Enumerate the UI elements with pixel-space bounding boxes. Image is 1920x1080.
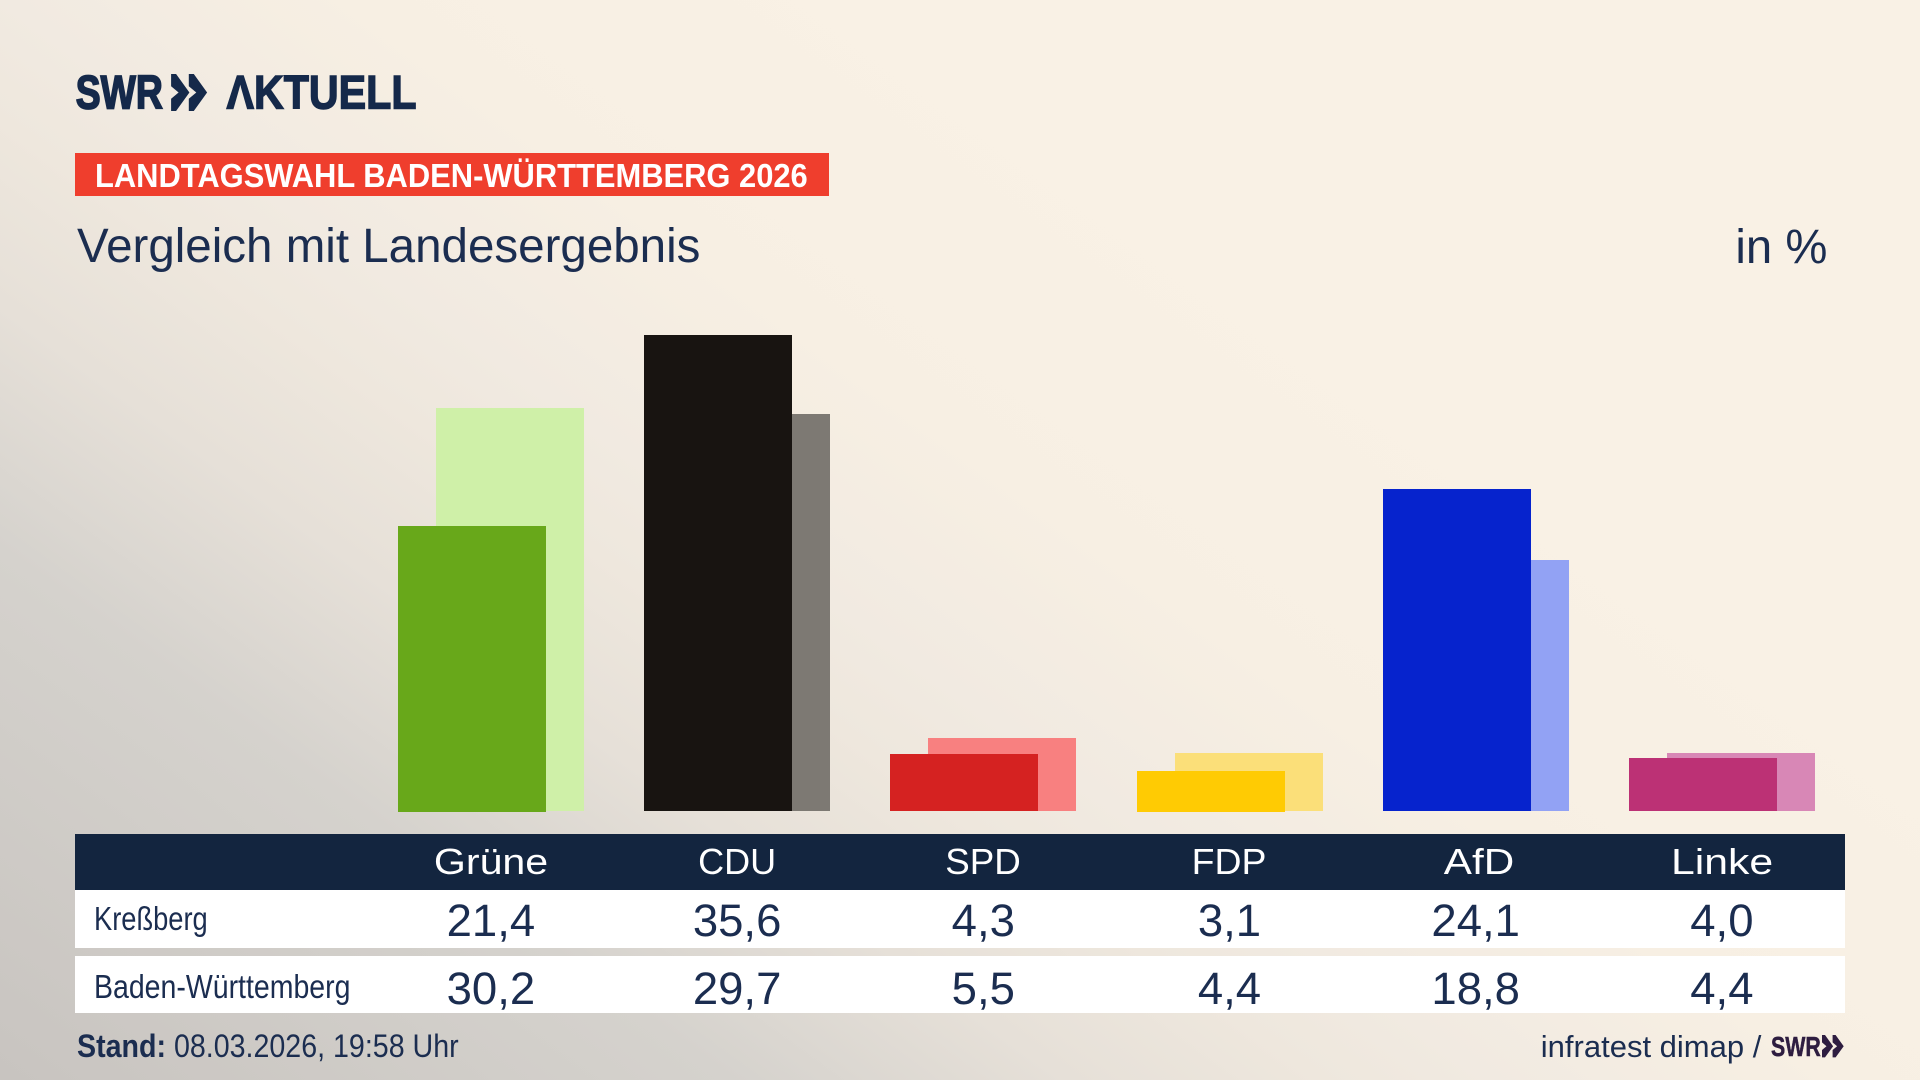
svg-text:SWR: SWR (76, 67, 163, 117)
svg-text:ΛKTUELL: ΛKTUELL (227, 67, 417, 117)
